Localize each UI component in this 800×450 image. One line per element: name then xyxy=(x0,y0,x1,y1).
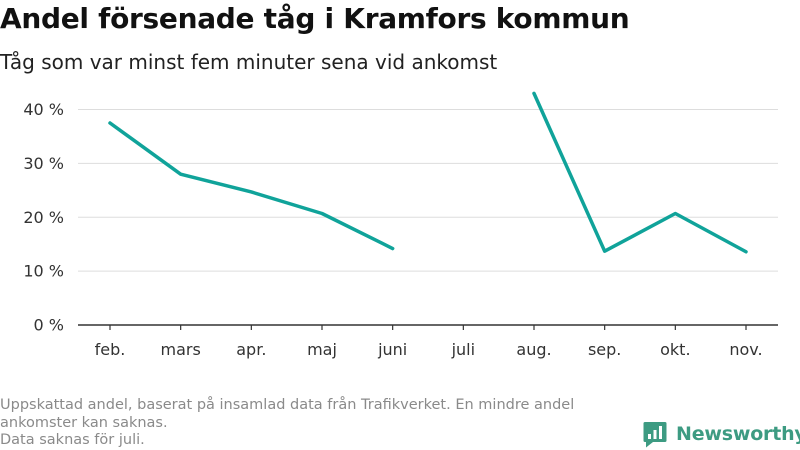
footer-note-line-2: Data saknas för juli. xyxy=(0,432,145,448)
x-tick-label: juni xyxy=(377,340,407,359)
gridlines xyxy=(78,109,778,272)
brand-logo: Newsworthy xyxy=(643,419,800,449)
line-chart: 0 % 10 % 20 % 30 % 40 % feb. mars apr. maj juni j… xyxy=(23,91,778,359)
x-axis xyxy=(78,324,778,330)
chart-title: Andel försenade tåg i Kramfors kommun xyxy=(0,2,630,35)
y-tick-label: 0 % xyxy=(34,316,64,335)
x-tick-label: apr. xyxy=(236,340,266,359)
y-tick-label: 40 % xyxy=(23,100,64,119)
series-line-segment xyxy=(532,91,748,254)
y-axis-tick-labels: 0 % 10 % 20 % 30 % 40 % xyxy=(23,100,64,334)
chart-subtitle: Tåg som var minst fem minuter sena vid a… xyxy=(0,50,498,74)
footer-note-line-1: Uppskattad andel, baserat på insamlad da… xyxy=(0,397,575,431)
x-tick-label: maj xyxy=(307,340,337,359)
x-tick-label: okt. xyxy=(660,340,690,359)
x-tick-label: aug. xyxy=(516,340,551,359)
x-axis-tick-labels: feb. mars apr. maj juni juli aug. sep. okt. nov. xyxy=(95,340,763,359)
brand-name: Newsworthy xyxy=(676,423,800,445)
y-tick-label: 20 % xyxy=(23,208,64,227)
x-tick-label: feb. xyxy=(95,340,126,359)
x-tick-label: mars xyxy=(161,340,201,359)
series-lines xyxy=(108,91,748,254)
y-tick-label: 30 % xyxy=(23,154,64,173)
x-tick-label: sep. xyxy=(588,340,621,359)
newsworthy-logo-icon xyxy=(643,421,667,447)
x-tick-label: nov. xyxy=(729,340,762,359)
footer-note: Uppskattad andel, baserat på insamlad da… xyxy=(0,397,640,450)
y-tick-label: 10 % xyxy=(23,262,64,281)
series-line-segment xyxy=(108,121,395,251)
x-tick-label: juli xyxy=(451,340,475,359)
